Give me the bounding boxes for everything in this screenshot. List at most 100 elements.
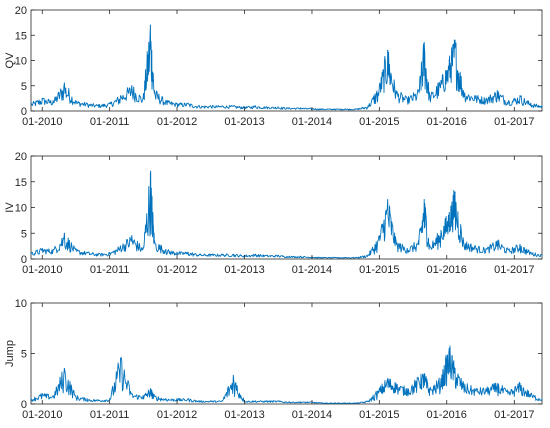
x-tick-label: 01-2014: [292, 116, 332, 128]
data-point: [97, 104, 99, 106]
x-tick-label: 01-2015: [359, 409, 399, 421]
y-tick-label: 20: [15, 5, 27, 17]
data-point: [387, 199, 389, 201]
data-point: [429, 245, 431, 247]
data-point: [485, 97, 487, 99]
data-point: [149, 173, 151, 175]
y-tick-label: 0: [21, 106, 27, 118]
data-point: [378, 235, 380, 237]
data-point: [322, 256, 324, 259]
data-point: [119, 358, 122, 360]
data-point: [266, 400, 268, 402]
series-line-jump: [30, 345, 543, 404]
data-point: [300, 255, 302, 257]
data-point: [541, 254, 543, 256]
data-point: [344, 256, 346, 259]
data-point: [109, 252, 111, 254]
y-tick-label: 5: [21, 349, 27, 361]
data-point: [97, 253, 99, 255]
data-point: [423, 373, 425, 375]
data-point: [288, 107, 291, 109]
data-point: [429, 95, 431, 97]
data-point: [417, 90, 420, 92]
data-point: [254, 105, 257, 107]
x-tick-label: 01-2010: [22, 264, 62, 276]
data-point: [277, 400, 279, 402]
data-point: [387, 378, 389, 380]
data-point: [210, 253, 212, 255]
data-point: [232, 375, 234, 377]
data-point: [52, 395, 54, 397]
data-point: [485, 248, 487, 250]
data-point: [266, 106, 268, 108]
x-tick-label: 01-2013: [224, 409, 264, 421]
data-point: [378, 388, 380, 390]
data-point: [530, 251, 532, 253]
data-point: [333, 402, 335, 404]
data-point: [198, 105, 200, 107]
data-point: [395, 240, 397, 242]
data-point: [187, 251, 189, 253]
data-point: [508, 100, 510, 102]
plot-area-qv: [30, 9, 543, 112]
data-point: [109, 102, 111, 104]
panel-jump: 0 5 10 01-2010 01-2011 01-2012 01-2013 01-2014 0…: [4, 298, 543, 421]
data-point: [496, 90, 498, 92]
data-point: [30, 252, 32, 254]
data-point: [288, 255, 291, 257]
data-point: [210, 105, 212, 107]
data-point: [462, 240, 465, 242]
x-tick-label: 01-2011: [90, 264, 130, 276]
data-point: [41, 97, 43, 99]
data-point: [153, 90, 156, 92]
data-point: [109, 398, 111, 400]
data-point: [63, 368, 65, 370]
y-tick-label: 0: [21, 399, 27, 411]
data-point: [519, 383, 521, 385]
data-point: [440, 230, 442, 232]
data-point: [153, 395, 156, 397]
data-point: [406, 388, 408, 390]
x-tick-label: 01-2014: [292, 264, 332, 276]
data-point: [322, 402, 324, 404]
panel-iv: 0 5 10 15 20 01-2010 01-2011 01-2012 01-2013 01-2…: [4, 151, 543, 276]
series-line-qv: [30, 24, 543, 111]
data-point: [131, 235, 133, 237]
data-point: [367, 105, 369, 107]
data-point: [131, 85, 133, 87]
x-tick-label: 01-2014: [292, 409, 332, 421]
data-point: [474, 95, 476, 97]
data-point: [367, 254, 369, 256]
plot-area-jump: [30, 302, 543, 405]
data-point: [63, 232, 65, 234]
data-point: [356, 108, 358, 110]
data-point: [198, 253, 200, 255]
data-point: [119, 95, 122, 97]
data-point: [356, 402, 358, 404]
x-tick-label: 01-2016: [427, 409, 467, 421]
x-tick-label: 01-2010: [22, 409, 62, 421]
data-point: [344, 108, 346, 110]
data-point: [232, 253, 234, 255]
data-point: [165, 100, 167, 102]
data-point: [86, 398, 88, 400]
x-tick-label: 01-2016: [427, 264, 467, 276]
data-point: [378, 85, 380, 87]
data-point: [254, 400, 257, 402]
data-point: [462, 90, 465, 92]
data-point: [333, 108, 335, 110]
data-point: [440, 80, 442, 82]
data-point: [75, 100, 77, 102]
data-point: [417, 378, 420, 380]
data-point: [142, 248, 144, 250]
y-tick-label: 15: [15, 177, 27, 189]
data-point: [474, 388, 476, 390]
data-point: [221, 253, 223, 255]
y-axis-title: IV: [4, 202, 16, 213]
x-tick-label: 01-2017: [494, 264, 534, 276]
data-point: [462, 383, 465, 385]
data-point: [187, 398, 189, 400]
x-tick-label: 01-2013: [224, 264, 264, 276]
y-tick-label: 20: [15, 151, 27, 163]
data-point: [300, 401, 302, 403]
